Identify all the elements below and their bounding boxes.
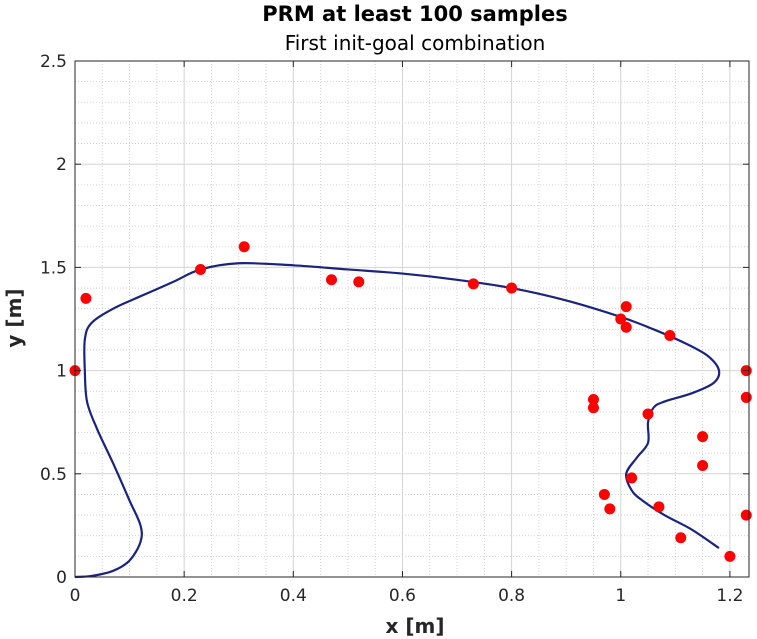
x-tick-label: 1.2 bbox=[716, 586, 743, 606]
sample-point bbox=[353, 276, 365, 288]
axis-ticks bbox=[74, 60, 749, 578]
x-axis-label: x [m] bbox=[386, 614, 445, 638]
y-tick-label: 1.5 bbox=[40, 258, 67, 278]
sample-point bbox=[740, 391, 752, 403]
sample-point bbox=[740, 509, 752, 521]
sample-point bbox=[697, 460, 709, 472]
y-tick-label: 2 bbox=[56, 155, 67, 175]
x-tick-label: 0.6 bbox=[389, 586, 416, 606]
x-tick-label: 0.2 bbox=[171, 586, 198, 606]
sample-point bbox=[620, 321, 632, 333]
sample-point bbox=[664, 330, 676, 342]
x-tick-label: 0.4 bbox=[280, 586, 307, 606]
sample-point bbox=[587, 402, 599, 414]
sample-point bbox=[604, 503, 616, 515]
x-tick-label: 0 bbox=[70, 586, 81, 606]
sample-point bbox=[587, 393, 599, 405]
sample-point bbox=[615, 313, 627, 325]
minor-grid bbox=[75, 61, 749, 577]
y-tick-label: 0.5 bbox=[40, 465, 67, 485]
y-axis-label: y [m] bbox=[2, 288, 26, 347]
sample-point bbox=[620, 301, 632, 313]
y-tick-label: 1 bbox=[56, 362, 67, 382]
plot-frame bbox=[74, 60, 750, 578]
sample-point bbox=[506, 282, 518, 294]
sample-point bbox=[598, 488, 610, 500]
sample-point bbox=[195, 263, 207, 275]
chart-title: PRM at least 100 samples bbox=[262, 2, 567, 26]
sample-point bbox=[626, 472, 638, 484]
sample-point bbox=[724, 550, 736, 562]
y-tick-label: 0 bbox=[56, 568, 67, 588]
sample-point bbox=[697, 431, 709, 443]
tick-labels: 0 0.2 0.4 0.6 0.8 1 1.2 0 0.5 1 1.5 2 2.5 bbox=[40, 52, 743, 606]
x-tick-label: 1 bbox=[615, 586, 626, 606]
x-tick-label: 0.8 bbox=[498, 586, 525, 606]
sample-point bbox=[80, 292, 92, 304]
sample-point bbox=[467, 278, 479, 290]
sample-point bbox=[675, 532, 687, 544]
trajectory-line bbox=[74, 262, 721, 579]
y-tick-label: 2.5 bbox=[40, 52, 67, 72]
sample-point bbox=[326, 274, 338, 286]
sample-point bbox=[642, 408, 654, 420]
plot-data bbox=[69, 241, 752, 579]
sample-point bbox=[238, 241, 250, 253]
sample-point bbox=[653, 501, 665, 513]
chart-subtitle: First init-goal combination bbox=[285, 31, 546, 55]
